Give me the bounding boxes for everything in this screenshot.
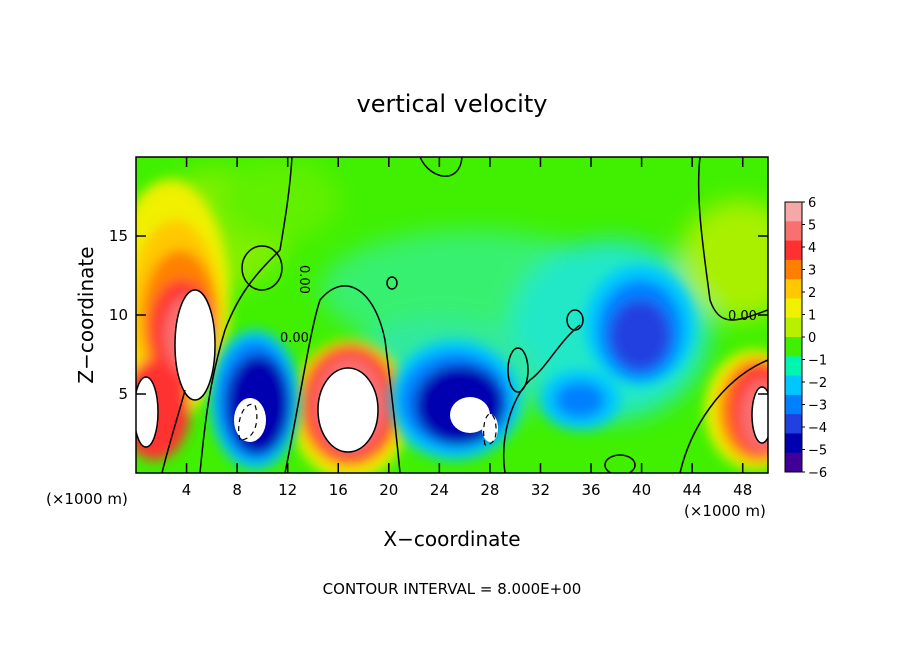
downdraft-white-core (450, 397, 490, 433)
y-tick-label: 10 (109, 306, 128, 324)
colorbar-swatch (785, 298, 802, 319)
contour-line (161, 389, 186, 473)
x-tick-label: 28 (480, 481, 499, 499)
colorbar-label: −5 (808, 444, 827, 459)
downdraft-white-core (482, 414, 498, 442)
contour-line (136, 376, 159, 448)
updraft-white-core (752, 387, 768, 443)
colorbar-swatch (785, 221, 802, 242)
contour-label: 0.00 (728, 309, 757, 324)
colorbar-label: −3 (808, 399, 827, 414)
colorbar: 6 5 4 3 2 1 0 −1 −2 −3 −4 −5 −6 (784, 196, 827, 481)
colorbar-swatch (785, 279, 802, 299)
colorbar-swatch (785, 356, 802, 377)
x-tick-label: 44 (683, 481, 702, 499)
contour-line (604, 454, 636, 473)
contour-line (507, 347, 529, 393)
contour-line (697, 157, 768, 321)
contour-line (241, 245, 283, 291)
contour-interval-note: CONTOUR INTERVAL = 8.000E+00 (323, 580, 582, 598)
x-unit-left: (×1000 m) (46, 490, 128, 508)
contour-line (199, 157, 293, 473)
colorbar-label: 6 (808, 196, 816, 211)
colorbar-label: 1 (808, 309, 816, 324)
y-axis-label: Z−coordinate (74, 246, 98, 383)
contour-line (751, 386, 768, 444)
x-axis-label: X−coordinate (383, 527, 520, 551)
y-tick-label: 5 (118, 385, 128, 403)
contour-line (502, 324, 581, 473)
y-tick-label: 15 (109, 227, 128, 245)
colorbar-label: 2 (808, 286, 816, 301)
colorbar-label: 3 (808, 264, 816, 279)
negative-contour-line (483, 413, 497, 446)
colorbar-label: −1 (808, 354, 827, 369)
x-tick-label: 32 (531, 481, 550, 499)
velocity-field: 0.00 0.00 0.00 (136, 157, 768, 473)
colorbar-label: −2 (808, 376, 827, 391)
contour-line (174, 289, 216, 401)
colorbar-label: 0 (808, 331, 816, 346)
colorbar-swatch (785, 452, 802, 473)
colorbar-swatch (785, 240, 802, 261)
colorbar-swatch (785, 202, 802, 222)
colorbar-swatch (785, 414, 802, 434)
x-tick-label: 16 (329, 481, 348, 499)
x-tick-label: 40 (632, 481, 651, 499)
contour-line (679, 359, 768, 473)
colorbar-swatch (785, 337, 802, 357)
x-tick-label: 8 (232, 481, 242, 499)
x-tick-label: 36 (581, 481, 600, 499)
contour-line (566, 309, 584, 331)
colorbar-label: 5 (808, 219, 816, 234)
field-patch (220, 160, 340, 240)
x-unit-right: (×1000 m) (684, 502, 766, 520)
contour-label: 0.00 (296, 265, 311, 294)
x-tick-label: 4 (182, 481, 192, 499)
field-patch (680, 200, 768, 320)
colorbar-label: 4 (808, 241, 816, 256)
x-tick-label: 20 (379, 481, 398, 499)
updraft-white-core (175, 290, 215, 400)
contour-line (419, 157, 463, 177)
x-tick-label: 24 (430, 481, 449, 499)
colorbar-swatch (785, 317, 802, 338)
chart-title: vertical velocity (357, 90, 548, 118)
contour-line (284, 285, 401, 473)
colorbar-label: −6 (808, 466, 827, 481)
colorbar-swatch (785, 375, 802, 396)
colorbar-swatch (785, 259, 802, 280)
contour-line (317, 367, 379, 453)
negative-contour-line (238, 403, 258, 441)
colorbar-swatch (785, 433, 802, 454)
downdraft-core (610, 300, 670, 370)
colorbar-swatch (785, 394, 802, 415)
downdraft-core (555, 382, 605, 418)
contour-label: 0.00 (280, 331, 309, 346)
colorbar-label: −4 (808, 421, 827, 436)
contour-line (386, 276, 398, 290)
x-tick-label: 48 (733, 481, 752, 499)
updraft-white-core (318, 368, 378, 452)
downdraft-white-core (234, 398, 266, 442)
x-tick-label: 12 (278, 481, 297, 499)
